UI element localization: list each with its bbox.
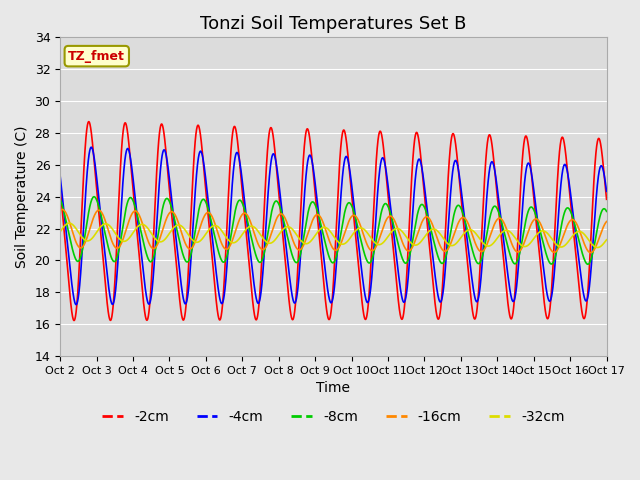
X-axis label: Time: Time (316, 382, 350, 396)
Title: Tonzi Soil Temperatures Set B: Tonzi Soil Temperatures Set B (200, 15, 467, 33)
Legend: -2cm, -4cm, -8cm, -16cm, -32cm: -2cm, -4cm, -8cm, -16cm, -32cm (97, 405, 570, 430)
Text: TZ_fmet: TZ_fmet (68, 49, 125, 63)
Y-axis label: Soil Temperature (C): Soil Temperature (C) (15, 125, 29, 268)
